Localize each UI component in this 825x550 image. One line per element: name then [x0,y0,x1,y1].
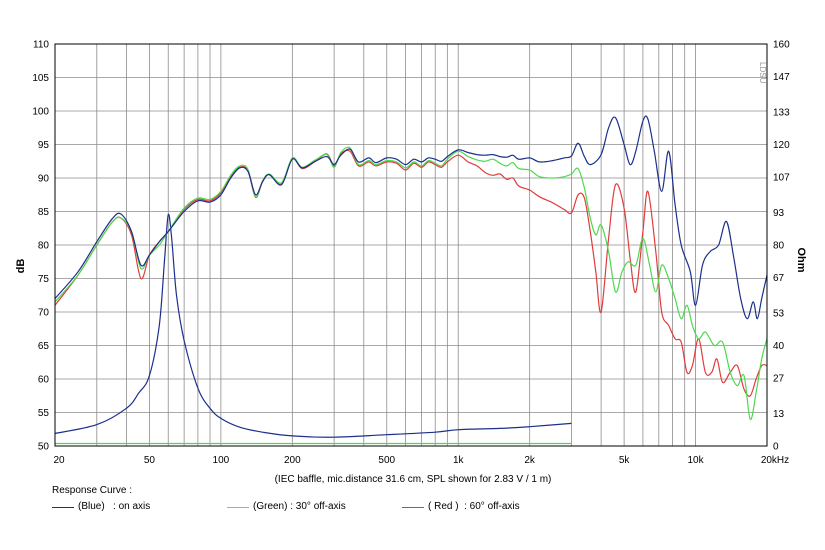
watermark: LDSU [758,62,767,84]
x-tick-labels: 20 50 100 200 500 1k 2k 5k 10k 20kHz [53,455,789,466]
y-left-tick-label: 90 [38,174,50,185]
series-line-0 [54,115,768,320]
y-left-tick-label: 60 [38,375,50,386]
y-left-tick-label: 65 [38,341,50,352]
chart-curves [54,115,768,445]
legend-item-60-off-axis: ( Red ) : 60° off-axis [402,499,577,515]
chart-grid [54,43,768,447]
y-right-tick-label: 147 [773,72,790,83]
y-right-tick-label: 120 [773,140,790,151]
y-left-tick-label: 95 [38,140,50,151]
legend-item-on-axis: (Blue) : on axis [52,499,227,515]
y-left-tick-label: 80 [38,241,50,252]
chart-subtitle: (IEC baffle, mic.distance 31.6 cm, SPL s… [275,474,552,485]
y-right-tick-labels: 160 147 133 120 107 93 80 67 53 40 27 13 0 [773,40,790,453]
x-tick-label: 500 [378,455,395,466]
y-left-tick-label: 105 [32,73,49,84]
x-tick-label: 200 [284,455,301,466]
y-right-tick-label: 0 [773,442,779,453]
y-left-tick-label: 70 [38,308,50,319]
x-tick-label: 1k [453,455,465,466]
legend-swatch-60-off-axis [402,506,424,508]
legend-item-30-off-axis: (Green) : 30° off-axis [227,499,402,515]
y-left-tick-label: 50 [38,442,50,453]
y-right-tick-label: 107 [773,173,790,184]
y-right-tick-label: 133 [773,107,790,118]
plot-frame [54,43,768,447]
y-left-axis-label: dB [15,259,27,274]
y-right-axis-label: Ohm [795,247,807,272]
x-tick-label: 10k [687,455,704,466]
x-tick-label: 50 [144,455,156,466]
legend-label-on-axis: (Blue) : on axis [78,501,151,512]
chart-legend: Response Curve : (Blue) : on axis (Green… [52,483,577,515]
y-left-tick-label: 110 [33,40,49,51]
legend-row: (Blue) : on axis (Green) : 30° off-axis … [52,499,577,515]
y-left-tick-label: 85 [38,207,50,218]
y-right-tick-label: 67 [773,273,785,284]
x-tick-label: 5k [619,455,631,466]
x-tick-label: 2k [524,455,536,466]
y-left-tick-label: 55 [38,408,50,419]
legend-swatch-on-axis [52,506,74,508]
legend-label-30-off-axis: (Green) : 30° off-axis [253,501,346,512]
series-line-3 [54,213,572,438]
y-right-tick-label: 13 [773,409,785,420]
legend-title: Response Curve : [52,485,133,496]
series-line-1 [54,146,768,420]
y-right-tick-label: 27 [773,374,785,385]
y-right-tick-label: 53 [773,308,785,319]
y-left-tick-label: 75 [38,274,50,285]
legend-swatch-30-off-axis [227,506,249,508]
x-tick-label: 20kHz [761,455,789,466]
x-tick-label: 20 [53,455,65,466]
y-right-tick-label: 80 [773,241,785,252]
y-left-tick-labels: 110 105 100 95 90 85 80 75 70 65 60 55 50 [32,40,49,453]
x-tick-label: 100 [213,455,230,466]
y-right-tick-label: 40 [773,341,785,352]
y-left-tick-label: 100 [32,107,49,118]
legend-label-60-off-axis: ( Red ) : 60° off-axis [428,501,520,512]
y-right-tick-label: 93 [773,208,785,219]
y-right-tick-label: 160 [773,40,790,51]
series-line-2 [54,149,768,397]
